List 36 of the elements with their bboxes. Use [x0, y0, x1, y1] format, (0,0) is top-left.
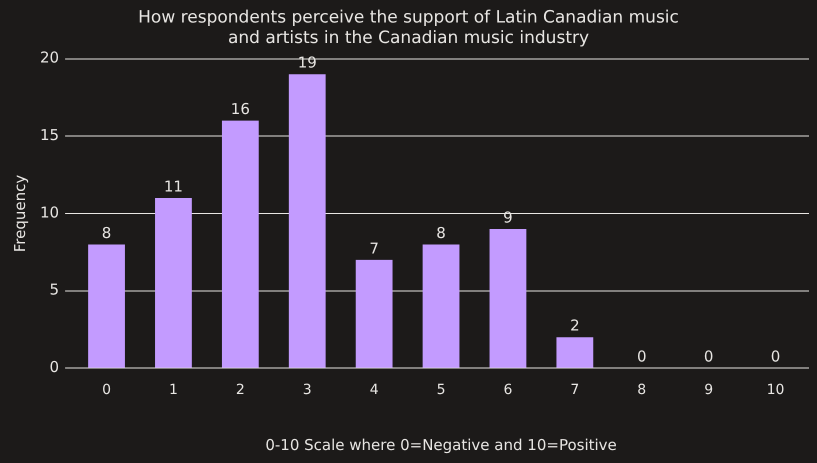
bar — [490, 228, 526, 368]
x-tick-label: 1 — [168, 382, 178, 398]
bar — [88, 244, 125, 368]
y-tick-label: 15 — [40, 126, 60, 144]
x-tick-label: 6 — [503, 382, 512, 398]
x-tick-label: 8 — [637, 382, 646, 398]
data-label: 7 — [369, 239, 379, 258]
x-axis-title: 0-10 Scale where 0=Negative and 10=Positive — [265, 436, 617, 454]
x-tick-label: 9 — [704, 382, 714, 398]
y-tick-label: 5 — [50, 280, 60, 299]
bar — [155, 198, 192, 368]
x-tick-label: 10 — [766, 382, 784, 398]
chart-title: How respondents perceive the support of Latin Canadian music and artists in the Canadian music industry — [138, 8, 679, 48]
data-label: 16 — [230, 100, 250, 118]
data-label: 0 — [704, 348, 714, 366]
y-tick-label: 10 — [40, 203, 60, 222]
bar — [222, 120, 259, 368]
bar — [556, 337, 594, 368]
data-label: 8 — [102, 224, 112, 242]
data-label: 2 — [570, 316, 580, 335]
x-tick-label: 2 — [236, 382, 245, 398]
bar — [288, 74, 326, 368]
x-tick-label: 7 — [570, 382, 580, 398]
x-tick-label: 4 — [370, 382, 379, 398]
y-tick-label: 0 — [50, 358, 60, 376]
data-label: 11 — [164, 177, 183, 196]
data-label: 0 — [636, 348, 647, 366]
data-label: 0 — [770, 348, 780, 366]
x-tick-label: 3 — [302, 382, 312, 398]
x-tick-label: 0 — [102, 382, 111, 398]
bar — [356, 260, 393, 368]
y-tick-label: 20 — [40, 48, 60, 67]
data-label: 8 — [436, 224, 446, 242]
bar — [422, 244, 460, 368]
y-axis-title: Frequency — [10, 174, 29, 252]
x-tick-label: 5 — [436, 382, 446, 398]
